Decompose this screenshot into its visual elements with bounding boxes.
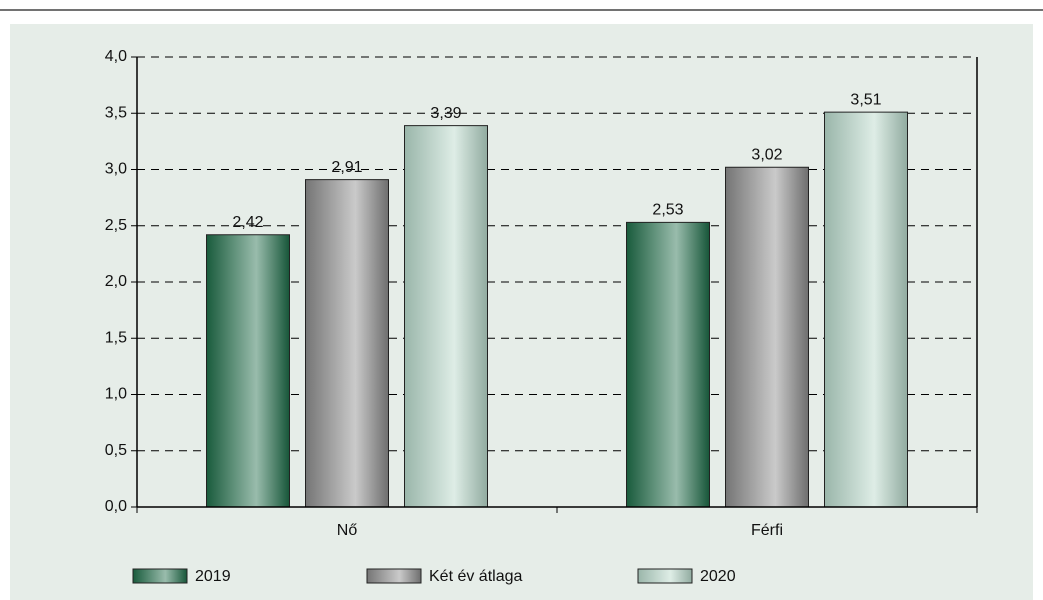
y-tick-label: 3,5 xyxy=(105,104,127,121)
bar xyxy=(404,125,488,508)
x-tick-label: Férfi xyxy=(751,522,783,539)
y-tick-label: 0,5 xyxy=(105,442,127,459)
y-tick-label: 0,0 xyxy=(105,498,127,515)
bar xyxy=(626,221,710,508)
bar xyxy=(206,234,290,508)
value-label: 2,91 xyxy=(331,159,362,176)
legend-label: Két év átlaga xyxy=(429,568,523,585)
value-label: 3,02 xyxy=(751,146,782,163)
value-label: 2,42 xyxy=(232,214,263,231)
value-label: 3,51 xyxy=(850,91,881,108)
value-label: 3,39 xyxy=(430,105,461,122)
y-tick-label: 1,0 xyxy=(105,386,127,403)
x-tick-label: Nő xyxy=(337,522,358,539)
bar xyxy=(725,166,809,508)
legend-swatch xyxy=(637,568,693,584)
legend-label: 2019 xyxy=(195,568,231,585)
y-tick-label: 4,0 xyxy=(105,48,127,65)
y-tick-label: 2,5 xyxy=(105,217,127,234)
value-label: 2,53 xyxy=(652,202,683,219)
bar xyxy=(305,179,389,508)
legend-swatch xyxy=(132,568,188,584)
y-tick-label: 2,0 xyxy=(105,273,127,290)
y-tick-label: 3,0 xyxy=(105,161,127,178)
legend-label: 2020 xyxy=(700,568,736,585)
bar xyxy=(824,111,908,508)
legend-swatch xyxy=(366,568,422,584)
y-tick-label: 1,5 xyxy=(105,329,127,346)
